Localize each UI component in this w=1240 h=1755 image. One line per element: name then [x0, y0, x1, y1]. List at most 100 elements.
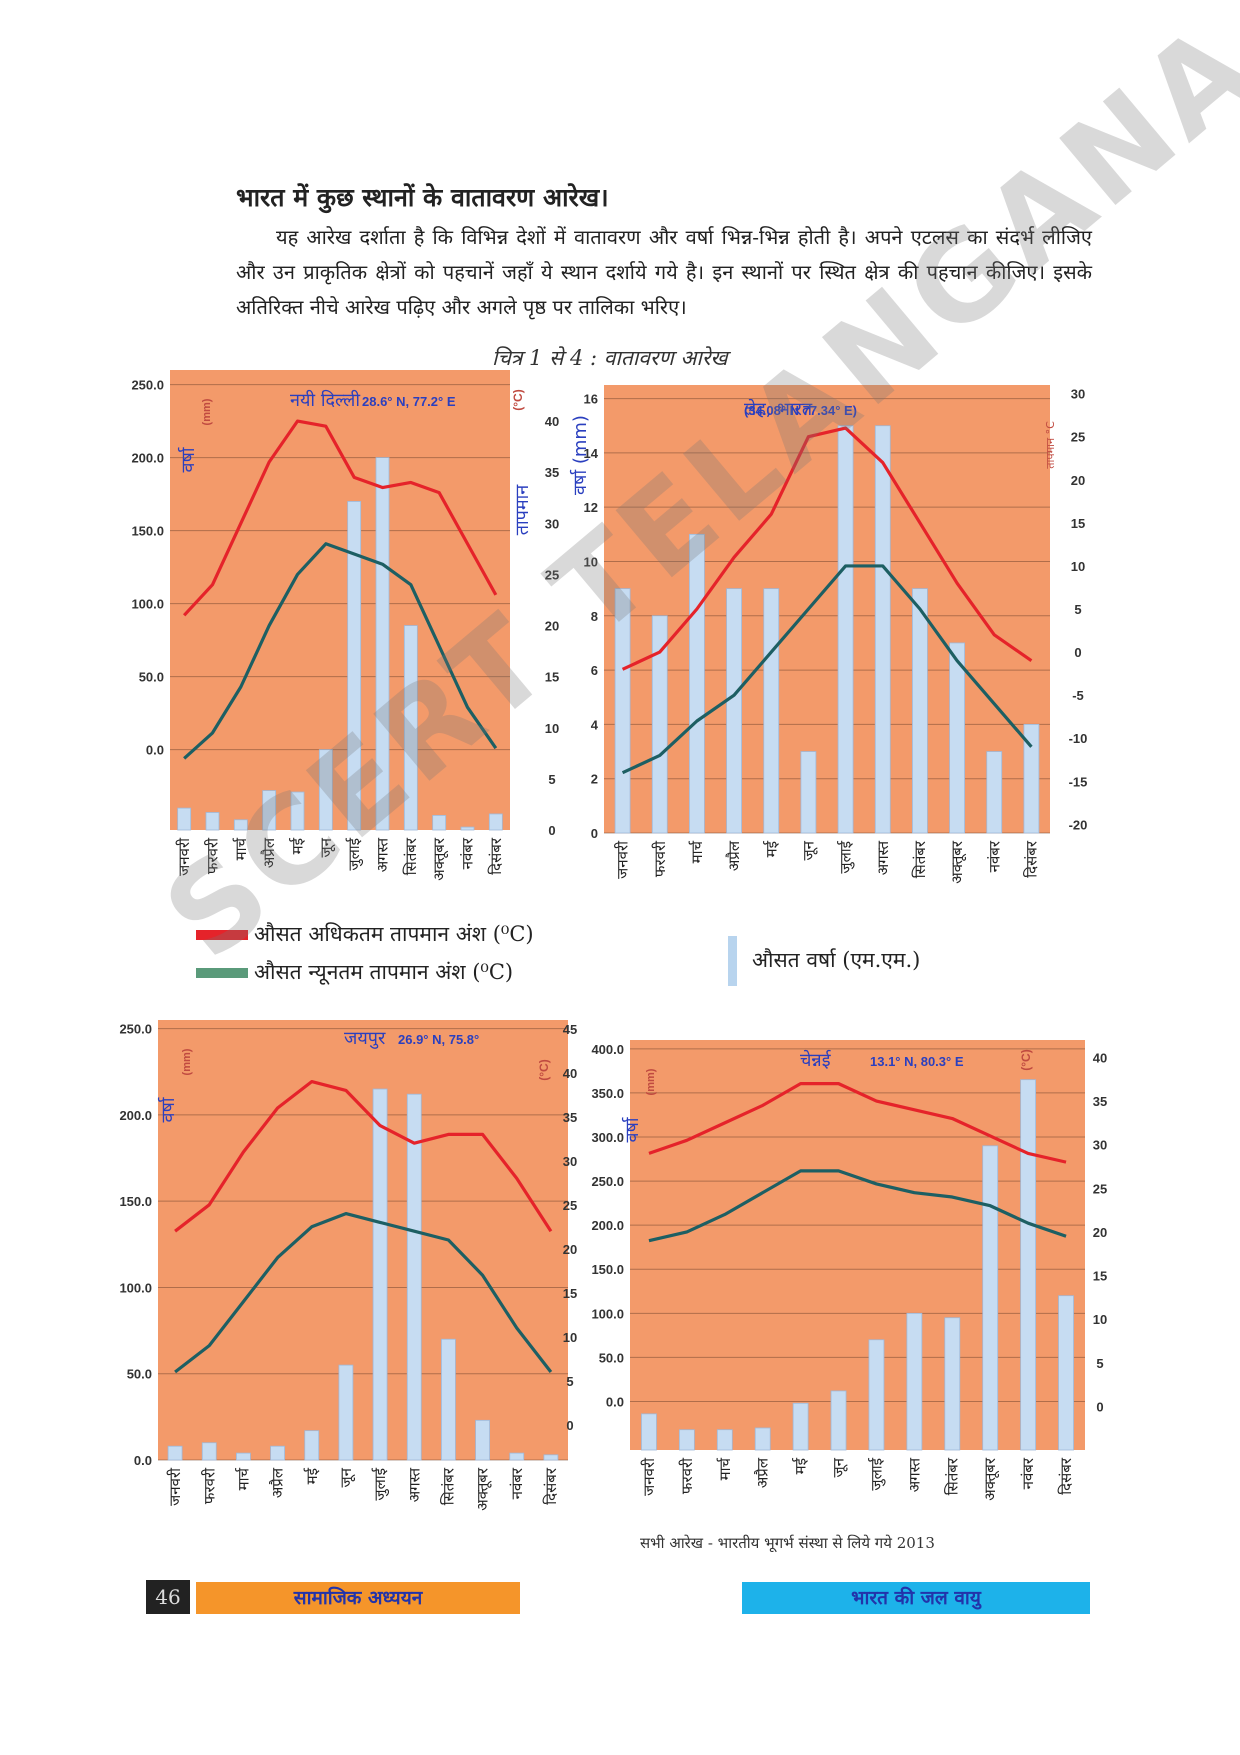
y-tick-label: 0.0	[606, 1395, 624, 1410]
x-tick-label: मार्च	[688, 840, 706, 863]
y-tick-label: 10	[584, 554, 598, 569]
rain-bar	[982, 1145, 999, 1451]
y2-tick-label: -5	[1072, 688, 1084, 703]
y2-tick-label: 20	[1071, 473, 1085, 488]
y2-tick-label: 25	[545, 567, 559, 582]
y-tick-label: 200.0	[119, 1108, 152, 1123]
chart-jaipur: 0.0 50.0 100.0 150.0 200.0 250.0 0 5 10 15 20 25 30 3…	[110, 1020, 580, 1540]
y2-tick-label: 0	[548, 823, 555, 838]
y-tick-label: 150.0	[131, 524, 164, 539]
x-tick-label: नवंबर	[508, 1467, 526, 1499]
y2-axis-label: तापमान	[512, 484, 533, 536]
x-tick-label: मई	[792, 1457, 810, 1474]
y2-axis-label: तापमान °C	[1044, 421, 1057, 469]
y2-tick-label: 30	[563, 1154, 577, 1169]
x-tick-label: फरवरी	[200, 1467, 218, 1504]
y-tick-label: 150.0	[591, 1262, 624, 1277]
y2-axis-unit: (°C)	[537, 1059, 551, 1080]
rain-bar	[986, 751, 1003, 834]
x-tick-label: अगस्त	[374, 838, 392, 873]
rain-bar	[949, 642, 965, 834]
x-tick-label: दिसंबर	[542, 1467, 560, 1505]
rain-bar	[201, 1442, 217, 1461]
x-tick-label: मार्च	[232, 837, 250, 860]
y-tick-label: 0	[591, 826, 598, 841]
y-tick-label: 100.0	[591, 1306, 624, 1321]
y-axis-label: वर्षा	[157, 1096, 179, 1122]
y2-tick-label: 5	[566, 1374, 573, 1389]
x-tick-label: दिसंबर	[1022, 840, 1040, 878]
rain-bar	[944, 1317, 961, 1451]
intro-paragraph: यह आरेख दर्शाता है कि विभिन्न देशों में …	[236, 220, 1092, 325]
rain-bar	[830, 1390, 847, 1451]
rain-bar	[233, 819, 248, 831]
rain-bar	[543, 1454, 559, 1461]
y-tick-label: 350.0	[591, 1086, 624, 1101]
x-tick-label: जुलाई	[837, 840, 856, 874]
rain-bar	[205, 812, 220, 831]
y2-tick-label: -15	[1069, 774, 1088, 789]
y2-tick-label: 5	[1074, 602, 1081, 617]
y2-tick-label: 15	[545, 670, 559, 685]
chart-title: नयी दिल्ली	[290, 389, 360, 411]
rain-bar	[763, 588, 780, 834]
legend-max-temp: औसत अधिकतम तापमान अंश (⁰C)	[196, 920, 616, 950]
x-tick-label: जुलाई	[371, 1467, 390, 1501]
y-tick-label: 8	[591, 609, 598, 624]
rain-bar	[236, 1452, 251, 1461]
x-tick-label: नवंबर	[459, 837, 477, 869]
y2-tick-label: 25	[1093, 1181, 1107, 1196]
x-tick-label: सितंबर	[402, 837, 420, 875]
page-number: 46	[146, 1580, 190, 1614]
intro-paragraph-text: यह आरेख दर्शाता है कि विभिन्न देशों में …	[236, 225, 1092, 319]
y2-tick-label: 15	[1071, 516, 1085, 531]
plot-area	[170, 370, 510, 830]
x-tick-label: अक्तूबर	[981, 1457, 1000, 1501]
x-tick-label: सितंबर	[439, 1467, 457, 1505]
y2-tick-label: 25	[563, 1198, 577, 1213]
rain-bar	[372, 1088, 388, 1461]
rain-bar	[270, 1445, 285, 1461]
chart-title: लेह, भारत	[744, 398, 813, 420]
x-tick-label: जनवरी	[640, 1457, 658, 1496]
x-tick-label: मई	[303, 1467, 321, 1484]
legend-min-temp: औसत न्यूनतम तापमान अंश (⁰C)	[196, 958, 616, 988]
chart-svg: 0 2 4 6 8 10 12 14 16 -20 -15 -10 -5 0 5 10 15 20 25 30 जनवर…	[569, 385, 1088, 884]
y-axis-unit: (mm)	[645, 1068, 657, 1095]
min-temp-line	[648, 1169, 1067, 1243]
max-temp-line	[621, 426, 1033, 671]
rain-bar	[716, 1429, 733, 1451]
rain-bar	[792, 1402, 809, 1451]
y2-tick-label: 35	[563, 1110, 577, 1125]
y2-tick-label: 10	[563, 1330, 577, 1345]
y2-tick-label: 25	[1071, 430, 1085, 445]
y-tick-label: 300.0	[591, 1130, 624, 1145]
rain-bar	[614, 588, 631, 834]
y-tick-label: 200.0	[591, 1218, 624, 1233]
y-tick-label: 250.0	[119, 1022, 152, 1037]
y-tick-label: 2	[591, 772, 598, 787]
x-tick-label: मार्च	[234, 1467, 252, 1490]
chart-coords: 26.9° N, 75.8°	[398, 1032, 479, 1047]
y-tick-label: 6	[591, 663, 598, 678]
plot-area	[604, 385, 1050, 833]
y2-tick-label: 0	[1096, 1399, 1103, 1414]
min-temp-line	[183, 542, 498, 760]
x-tick-label: अक्तूबर	[948, 840, 967, 884]
rain-bar	[403, 625, 418, 831]
y2-tick-label: 30	[1093, 1138, 1107, 1153]
plot-area	[158, 1020, 568, 1460]
legend-max-label: औसत अधिकतम तापमान अंश (⁰C)	[254, 922, 534, 946]
y-tick-label: 100.0	[131, 597, 164, 612]
y-tick-label: 150.0	[119, 1194, 152, 1209]
y2-tick-label: 35	[1093, 1094, 1107, 1109]
y-tick-label: 200.0	[131, 451, 164, 466]
rain-bar	[1023, 723, 1040, 834]
y2-tick-label: 0	[566, 1418, 573, 1433]
y2-tick-label: 20	[545, 619, 559, 634]
y-tick-label: 250.0	[591, 1174, 624, 1189]
rain-bar	[726, 588, 742, 834]
rain-bar	[475, 1419, 490, 1461]
legend-min-swatch	[196, 968, 248, 978]
x-tick-label: मई	[762, 840, 780, 857]
